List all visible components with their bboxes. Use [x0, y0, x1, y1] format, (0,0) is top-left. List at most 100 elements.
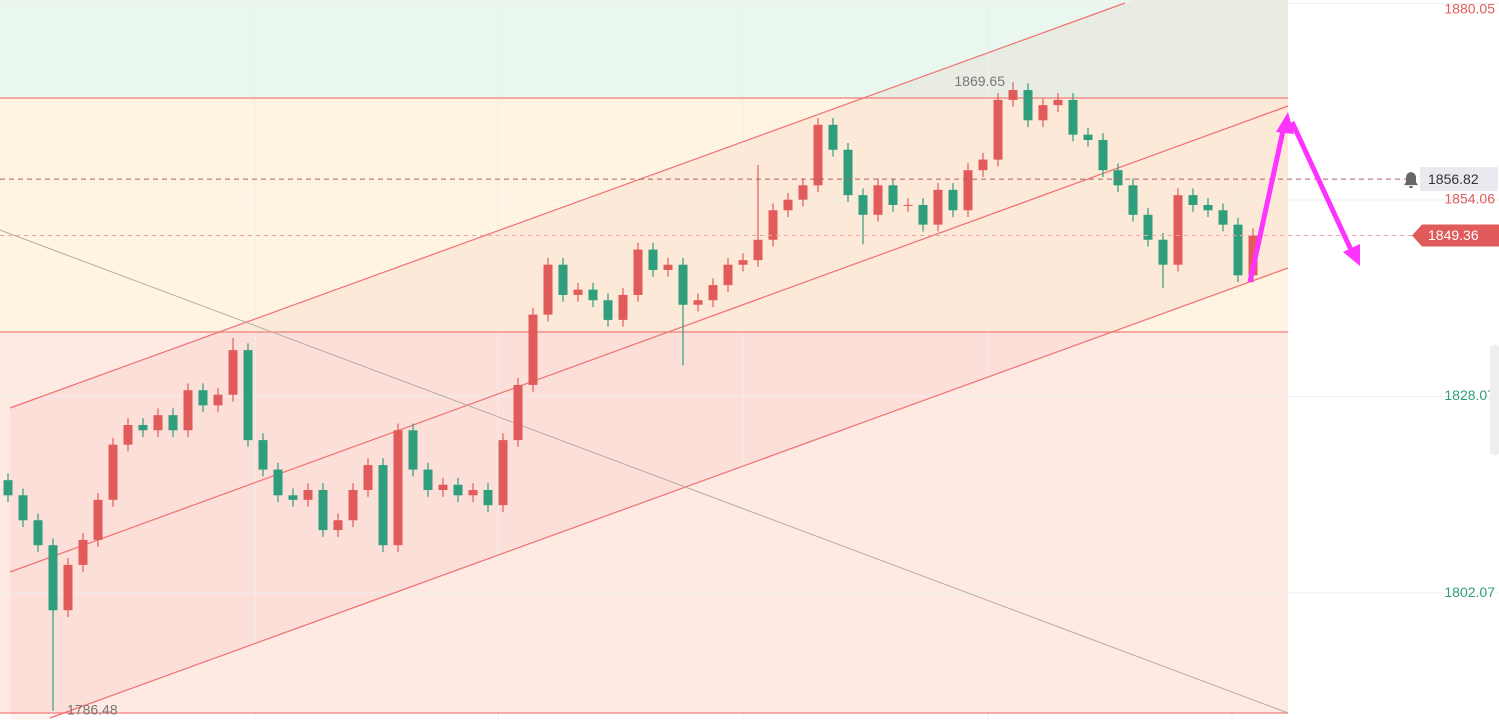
candle-body	[633, 249, 643, 295]
y-tick-label: 1828.07	[1444, 387, 1495, 403]
candle-body	[723, 264, 733, 286]
candle-body	[1098, 139, 1108, 171]
candle-body	[573, 289, 583, 295]
channel-lines	[9, 2, 1289, 719]
candle-body	[258, 440, 268, 470]
candle-body	[738, 260, 748, 265]
candle-body	[558, 264, 568, 295]
candle-body	[288, 495, 298, 500]
candle-body	[423, 469, 433, 491]
candle-body	[1233, 224, 1243, 276]
candle-body	[1143, 214, 1153, 240]
candle-body	[768, 210, 778, 240]
candle-body	[1038, 105, 1048, 121]
trend-line	[0, 229, 1289, 714]
candle-body	[543, 264, 553, 315]
candle-body	[228, 350, 238, 395]
alert-bell	[1404, 172, 1418, 189]
candle-body	[513, 384, 523, 441]
y-tick-label: 1854.06	[1444, 191, 1495, 207]
low-label: 1786.48	[67, 702, 118, 718]
high-label: 1869.65	[954, 73, 1005, 89]
candle-body	[1008, 90, 1018, 100]
candle-body	[948, 189, 958, 211]
alert-price-label: 1856.82	[1428, 171, 1479, 187]
candle-body	[603, 300, 613, 320]
candle-body	[918, 204, 928, 225]
candle-body	[93, 499, 103, 540]
candle-body	[813, 124, 823, 186]
last-price-tag	[1412, 224, 1499, 247]
candle-body	[1068, 99, 1078, 135]
candle-body	[708, 285, 718, 301]
grid	[0, 2, 1499, 594]
candle-body	[348, 490, 358, 521]
candle-body	[273, 469, 283, 496]
candle-body	[483, 490, 493, 506]
candle-body	[1113, 170, 1123, 186]
candle-body	[18, 495, 28, 521]
candle-body	[1158, 239, 1168, 265]
candle-body	[1128, 185, 1138, 215]
y-tick-label: 1880.05	[1444, 1, 1495, 17]
candle-body	[1248, 235, 1258, 276]
projection-arrow	[1247, 112, 1360, 283]
candle-body	[993, 99, 1003, 160]
candle-body	[153, 415, 163, 431]
candle-body	[198, 390, 208, 406]
candle-body	[618, 294, 628, 320]
candle-body	[408, 430, 418, 470]
candle-body	[753, 239, 763, 261]
candle-body	[1203, 204, 1213, 211]
candle-body	[588, 289, 598, 301]
y-tick-label: 1802.07	[1444, 584, 1495, 600]
candle-body	[363, 465, 373, 491]
candle-body	[33, 520, 43, 546]
candle-body	[783, 199, 793, 211]
candle-body	[528, 314, 538, 385]
candle-body	[648, 249, 658, 270]
candle-body	[468, 490, 478, 496]
candle-body	[168, 415, 178, 431]
last-price-label: 1849.36	[1428, 227, 1479, 243]
scroll-handle[interactable]	[1490, 345, 1499, 455]
candle-body	[888, 185, 898, 205]
candle-body	[873, 185, 883, 215]
candle-body	[858, 195, 868, 215]
candle-body	[318, 490, 328, 531]
candle-body	[438, 484, 448, 491]
candle-body	[78, 539, 88, 565]
candle-body	[108, 444, 118, 500]
candle-body	[138, 424, 148, 431]
candle-body	[663, 264, 673, 270]
candle-body	[48, 545, 58, 611]
candle-body	[243, 350, 253, 441]
candle-body	[1173, 195, 1183, 265]
candle-body	[498, 440, 508, 506]
candle-body	[933, 189, 943, 225]
candle-body	[678, 264, 688, 305]
candles	[3, 82, 1258, 711]
candle-body	[123, 424, 133, 445]
candle-body	[333, 520, 343, 531]
candle-body	[1218, 210, 1228, 225]
candle-body	[798, 185, 808, 200]
candle-body	[1188, 195, 1198, 205]
candle-body	[63, 564, 73, 611]
candle-body	[183, 390, 193, 431]
zone-top	[0, 0, 1288, 98]
candle-body	[978, 159, 988, 171]
candle-body	[1083, 134, 1093, 140]
candle-body	[3, 480, 13, 496]
candle-body	[378, 465, 388, 546]
candle-body	[828, 124, 838, 150]
candle-body	[963, 170, 973, 211]
candle-body	[303, 490, 313, 500]
candle-body	[1053, 99, 1063, 106]
candle-body	[393, 430, 403, 546]
candle-body	[903, 204, 913, 206]
candle-body	[453, 484, 463, 496]
